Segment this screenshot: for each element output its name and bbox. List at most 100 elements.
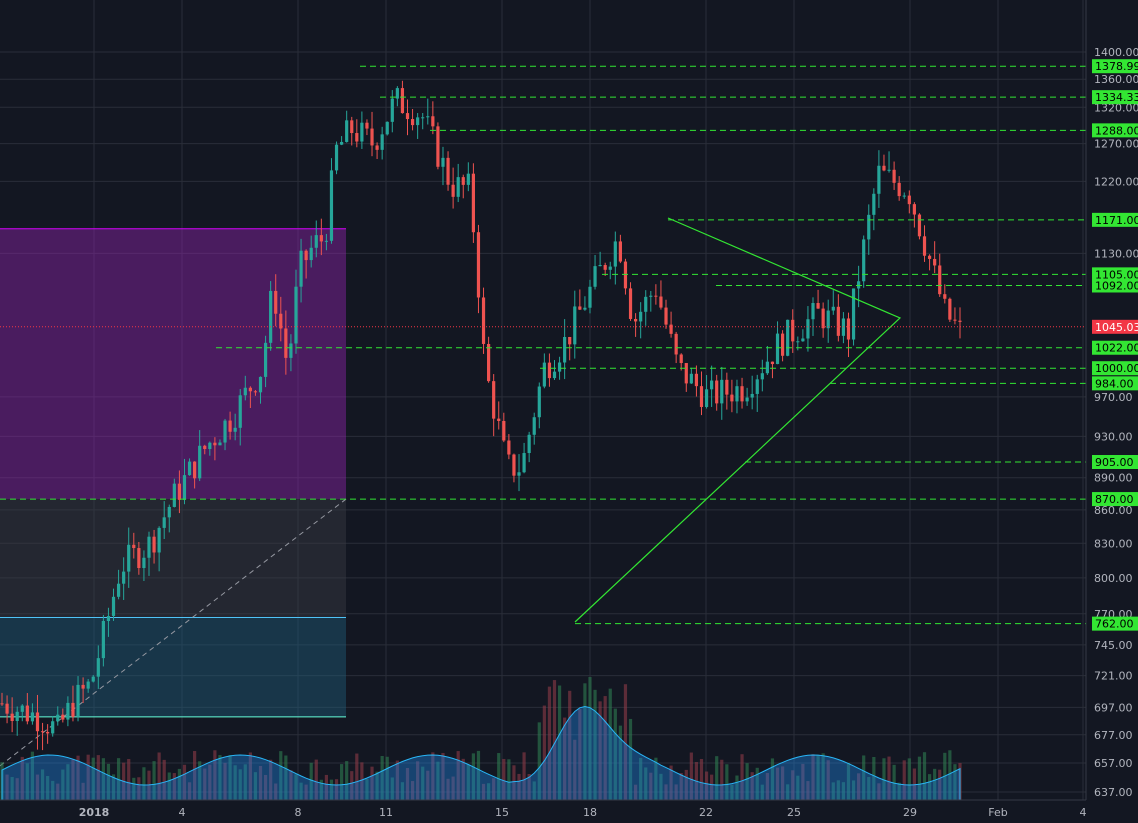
volume-bar bbox=[370, 766, 374, 800]
y-tick-label: 970.00 bbox=[1094, 391, 1133, 404]
volume-bar bbox=[471, 753, 475, 800]
y-tick-label: 800.00 bbox=[1094, 572, 1133, 585]
volume-bar bbox=[841, 782, 846, 800]
volume-bar bbox=[557, 685, 562, 800]
candle-down bbox=[882, 165, 886, 171]
volume-bar bbox=[872, 756, 876, 800]
volume-bar bbox=[821, 753, 825, 800]
level-price-label-box bbox=[1092, 123, 1138, 138]
volume-bar bbox=[720, 759, 724, 800]
candle-up bbox=[30, 712, 35, 722]
level-price-label: 1000.00 bbox=[1095, 362, 1138, 375]
volume-bar bbox=[25, 763, 29, 800]
candle-up bbox=[537, 386, 541, 418]
candle-up bbox=[157, 527, 161, 553]
candle-down bbox=[502, 420, 506, 441]
volume-bar bbox=[644, 767, 648, 800]
volume-bar bbox=[598, 701, 602, 800]
volume-bar bbox=[583, 683, 587, 800]
candle-down bbox=[664, 307, 668, 325]
volume-bar bbox=[334, 779, 339, 800]
volume-bar bbox=[887, 756, 891, 800]
candle-down bbox=[350, 120, 354, 134]
level-price-label-box bbox=[1092, 376, 1138, 391]
volume-bar bbox=[917, 756, 922, 800]
volume-bar bbox=[907, 758, 911, 800]
candle-down bbox=[654, 295, 658, 297]
volume-bar bbox=[66, 764, 70, 800]
level-price-label: 1092.00 bbox=[1095, 279, 1138, 292]
candle-up bbox=[385, 121, 389, 135]
volume-bar bbox=[674, 784, 678, 800]
candle-down bbox=[725, 379, 729, 395]
candle-up bbox=[441, 157, 445, 167]
candle-down bbox=[25, 705, 29, 722]
y-tick-label: 1400.00 bbox=[1094, 46, 1138, 59]
volume-bar bbox=[786, 784, 790, 800]
x-tick-label: 25 bbox=[787, 806, 801, 819]
candle-up bbox=[56, 714, 60, 722]
x-tick-label: 4 bbox=[1080, 806, 1087, 819]
candle-down bbox=[10, 713, 14, 722]
volume-bar bbox=[770, 758, 775, 800]
volume-bar bbox=[826, 760, 830, 800]
volume-bar bbox=[857, 773, 861, 800]
y-tick-label: 677.00 bbox=[1094, 729, 1133, 742]
volume-bar bbox=[750, 772, 754, 800]
candle-down bbox=[507, 440, 511, 455]
candle-up bbox=[593, 266, 597, 287]
triangle-pattern bbox=[574, 217, 902, 623]
volume-bar bbox=[608, 688, 612, 800]
candle-up bbox=[532, 417, 536, 435]
volume-bar bbox=[294, 774, 298, 800]
candle-down bbox=[948, 298, 952, 320]
volume-bar bbox=[405, 767, 410, 800]
candle-down bbox=[137, 548, 141, 569]
candle-down bbox=[912, 204, 916, 215]
volume-bar bbox=[299, 782, 303, 800]
volume-bar bbox=[831, 782, 835, 800]
candle-down bbox=[476, 232, 481, 298]
candle-up bbox=[390, 98, 394, 122]
candle-down bbox=[791, 319, 795, 342]
candle-up bbox=[147, 536, 151, 558]
candle-up bbox=[801, 338, 805, 342]
candle-down bbox=[628, 288, 633, 319]
candle-up bbox=[765, 361, 769, 374]
candle-up bbox=[167, 506, 171, 518]
candle-up bbox=[456, 177, 460, 197]
candle-down bbox=[71, 702, 75, 717]
candle-up bbox=[745, 397, 749, 402]
volume-bar bbox=[167, 772, 171, 800]
volume-bar bbox=[892, 764, 896, 800]
volume-bar bbox=[862, 755, 866, 800]
candle-up bbox=[309, 247, 313, 261]
candle-up bbox=[735, 386, 739, 402]
candle-down bbox=[471, 173, 475, 233]
volume-bar bbox=[492, 778, 496, 800]
candle-down bbox=[304, 250, 308, 261]
candle-up bbox=[811, 303, 815, 320]
volume-bar bbox=[639, 757, 643, 800]
volume-bar bbox=[71, 759, 75, 800]
volume-bar bbox=[760, 784, 764, 800]
candle-up bbox=[831, 306, 835, 311]
volume-bar bbox=[76, 755, 80, 800]
volume-bar bbox=[664, 784, 668, 800]
candle-down bbox=[253, 391, 258, 393]
candle-up bbox=[887, 169, 891, 171]
candle-up bbox=[563, 336, 567, 363]
candle-up bbox=[877, 165, 881, 194]
x-tick-label: Feb bbox=[988, 806, 1007, 819]
level-price-label: 1022.00 bbox=[1095, 342, 1138, 355]
volume-bar bbox=[416, 761, 420, 800]
candle-down bbox=[481, 297, 486, 344]
candle-up bbox=[360, 122, 364, 142]
volume-bar bbox=[61, 769, 65, 800]
candle-down bbox=[46, 731, 50, 734]
volume-bar bbox=[431, 752, 435, 800]
candle-down bbox=[836, 306, 840, 336]
candle-up bbox=[796, 341, 800, 343]
